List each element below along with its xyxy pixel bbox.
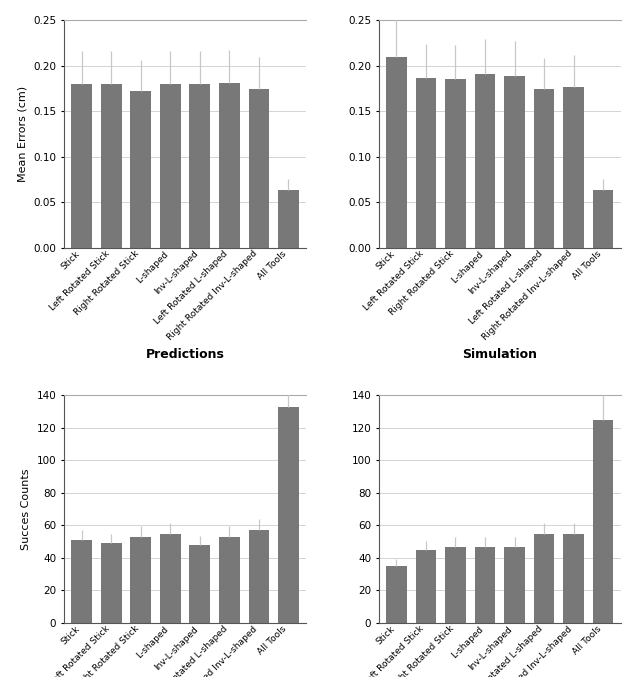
Bar bbox=[386, 57, 407, 248]
Bar bbox=[72, 84, 92, 248]
Bar bbox=[248, 530, 269, 623]
X-axis label: Simulation: Simulation bbox=[462, 348, 537, 361]
Bar bbox=[415, 550, 436, 623]
Bar bbox=[219, 537, 239, 623]
Bar bbox=[563, 533, 584, 623]
Bar bbox=[189, 84, 210, 248]
Bar bbox=[131, 537, 151, 623]
Bar bbox=[504, 546, 525, 623]
Bar bbox=[219, 83, 239, 248]
Bar bbox=[278, 407, 299, 623]
Bar bbox=[189, 545, 210, 623]
Bar bbox=[504, 76, 525, 248]
Bar bbox=[563, 87, 584, 248]
Bar bbox=[415, 78, 436, 248]
Bar bbox=[131, 91, 151, 248]
Bar bbox=[534, 89, 554, 248]
Bar bbox=[160, 84, 180, 248]
Bar bbox=[475, 74, 495, 248]
Bar bbox=[72, 540, 92, 623]
Bar bbox=[445, 79, 466, 248]
Bar bbox=[593, 190, 613, 248]
Bar bbox=[278, 190, 299, 248]
Y-axis label: Mean Errors (cm): Mean Errors (cm) bbox=[18, 86, 28, 182]
Bar bbox=[160, 533, 180, 623]
Bar bbox=[475, 546, 495, 623]
X-axis label: Predictions: Predictions bbox=[146, 348, 225, 361]
Bar bbox=[248, 89, 269, 248]
Bar bbox=[593, 420, 613, 623]
Y-axis label: Succes Counts: Succes Counts bbox=[21, 468, 31, 550]
Bar bbox=[101, 543, 122, 623]
Bar bbox=[386, 566, 407, 623]
Bar bbox=[534, 533, 554, 623]
Bar bbox=[445, 546, 466, 623]
Bar bbox=[101, 84, 122, 248]
